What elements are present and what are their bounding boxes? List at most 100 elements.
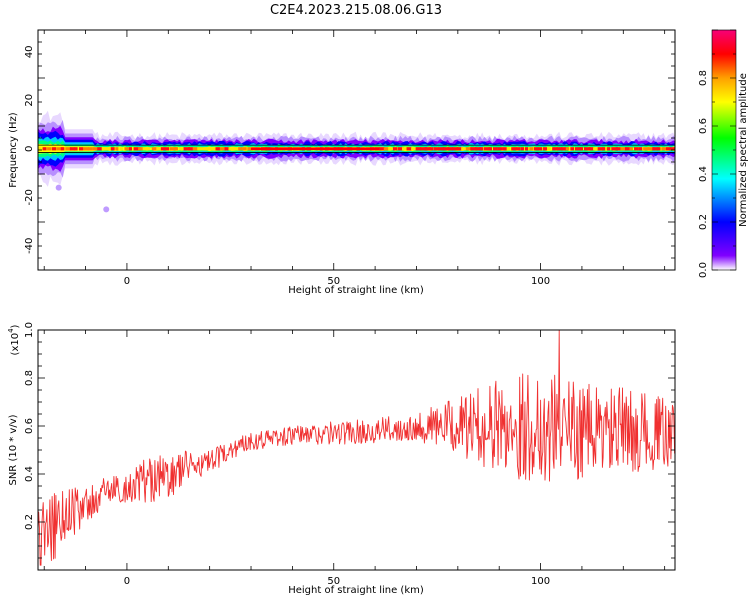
spectrogram-peak-cell xyxy=(319,147,324,150)
spectrogram-peak-cell xyxy=(337,147,342,150)
spectrogram-peak-cell xyxy=(538,147,543,151)
spectrogram-peak-cell xyxy=(606,147,611,151)
spectrogram-peak-cell xyxy=(456,147,464,151)
spectrogram-peak-cell xyxy=(335,147,340,150)
spectrogram-peak-cell xyxy=(638,147,643,151)
spectrogram-peak-cell xyxy=(169,147,177,151)
spectrogram-peak-cell xyxy=(242,147,247,151)
spectrogram-peak-cell xyxy=(294,147,299,150)
spectrogram-peak-cell xyxy=(42,147,47,151)
spectrogram-peak-cell xyxy=(251,147,256,150)
spectrogram-peak-cell xyxy=(56,147,63,151)
spectrogram-y-tick-label: 0 xyxy=(24,146,35,152)
spectrogram-peak-cell xyxy=(402,147,409,151)
spectrogram-peak-cell xyxy=(502,147,508,151)
snr-y-tick-label: 0.2 xyxy=(24,514,35,530)
spectrogram-peak-cell xyxy=(442,147,450,151)
snr-x-tick-label: 50 xyxy=(327,576,340,587)
spectrogram-peak-cell xyxy=(415,147,422,151)
spectrogram-peak-cell xyxy=(629,147,633,151)
spectrogram-peak-cell xyxy=(284,147,289,150)
snr-y-tick-label: 0.4 xyxy=(24,466,35,482)
spectrogram-peak-cell xyxy=(620,147,627,151)
spectrogram-peak-cell xyxy=(362,147,367,150)
spectrogram-peak-cell xyxy=(259,147,264,150)
spectrogram-peak-cell xyxy=(304,147,309,150)
spectrogram-peak-cell xyxy=(201,147,209,151)
spectrogram-peak-cell xyxy=(183,147,191,151)
spectrogram-peak-cell xyxy=(333,147,338,150)
spectrogram-peak-cell xyxy=(392,147,398,151)
colorbar: 0.0 0.2 0.4 0.6 0.8 Normalized spectral ampl… xyxy=(698,29,749,278)
spectrogram-peak-cell xyxy=(447,147,453,151)
spectrogram-peak-cell xyxy=(406,147,412,151)
spectrogram-peak-cell xyxy=(133,147,141,151)
spectrogram-peak-cell xyxy=(329,147,334,150)
colorbar-tick-label: 0.8 xyxy=(698,70,709,86)
spectrogram-y-tick-label: -20 xyxy=(24,189,35,205)
snr-data xyxy=(38,330,675,566)
spectrogram-peak-cell xyxy=(92,147,98,151)
spectrogram-peak-cell xyxy=(156,147,162,151)
spectrogram-peak-cell xyxy=(360,147,365,150)
spectrogram-peak-cell xyxy=(529,147,534,151)
colorbar-ticks: 0.0 0.2 0.4 0.6 0.8 xyxy=(698,29,736,278)
spectrogram-peak-cell xyxy=(483,147,491,151)
spectrogram-peak-cell xyxy=(197,147,202,151)
spectrogram-peak-cell xyxy=(97,147,103,151)
spectrogram-peak-cell xyxy=(348,147,353,150)
spectrogram-frame xyxy=(37,29,676,271)
spectrogram-peak-cell xyxy=(308,147,313,150)
spectrogram-peak-cell xyxy=(300,147,305,150)
spectrogram-peak-cell xyxy=(267,147,272,150)
spectrogram-peak-cell xyxy=(368,147,373,150)
spectrogram-peak-cell xyxy=(634,147,639,151)
spectrogram-peak-cell xyxy=(584,147,591,151)
spectrogram-peak-cell xyxy=(302,147,307,150)
spectrogram-peak-cell xyxy=(438,147,444,151)
spectrogram-axes: 0 50 100 40 20 0 -20 -40 xyxy=(24,29,675,287)
spectrogram-peak-cell xyxy=(506,147,510,151)
spectrogram-x-tick-label: 0 xyxy=(124,276,130,287)
spectrogram-peak-cell xyxy=(588,147,595,151)
colorbar-tick-label: 0.6 xyxy=(698,118,709,134)
spectrogram-peak-cell xyxy=(327,147,332,150)
spectrogram-peak-cell xyxy=(78,147,84,151)
spectrogram-peak-cell xyxy=(151,147,159,151)
colorbar-tick-label: 0.0 xyxy=(698,262,709,278)
spectrogram-peak-cell xyxy=(279,147,284,150)
snr-x-tick-label: 0 xyxy=(124,576,130,587)
spectrogram-peak-cell xyxy=(652,147,658,151)
spectrogram-peak-cell xyxy=(174,147,178,151)
spectrogram-peak-cell xyxy=(220,147,227,151)
spectrogram-peak-cell xyxy=(493,147,498,151)
snr-x-axis-label: Height of straight line (km) xyxy=(288,585,424,596)
snr-panel: 0 50 100 0.2 0.4 0.6 0.8 1.0 Height of straight… xyxy=(7,322,676,596)
spectrogram-peak-cell xyxy=(656,147,661,151)
colorbar-gradient xyxy=(712,30,736,270)
snr-y-tick-label: 1.0 xyxy=(24,322,35,338)
spectrogram-peak-cell xyxy=(675,147,679,150)
spectrogram-peak-cell xyxy=(379,147,385,151)
spectrogram-peak-cell xyxy=(388,147,393,151)
spectrogram-peak-cell xyxy=(47,147,52,151)
figure-title: C2E4.2023.215.08.06.G13 xyxy=(270,3,442,18)
spectrogram-peak-cell xyxy=(373,147,378,150)
spectrogram-peak-cell xyxy=(465,147,472,151)
spectrogram-peak-cell xyxy=(602,147,606,151)
spectrogram-data xyxy=(38,110,679,213)
snr-y-tick-label: 0.6 xyxy=(24,418,35,434)
spectrogram-peak-cell xyxy=(470,147,477,151)
spectrogram-peak-cell xyxy=(253,147,258,150)
spectrogram-peak-cell xyxy=(611,147,619,151)
spectrogram-peak-cell xyxy=(263,147,268,150)
spectrogram-peak-cell xyxy=(574,147,582,151)
spectrogram-peak-cell xyxy=(124,147,132,151)
spectrogram-peak-cell xyxy=(292,147,297,150)
spectrogram-peak-cell xyxy=(313,147,318,150)
spectrogram-peak-cell xyxy=(315,147,320,150)
spectrogram-peak-cell xyxy=(552,147,558,151)
spectrogram-x-tick-label: 100 xyxy=(531,276,550,287)
spectrogram-peak-cell xyxy=(515,147,521,151)
spectrogram-peak-cell xyxy=(290,147,295,150)
